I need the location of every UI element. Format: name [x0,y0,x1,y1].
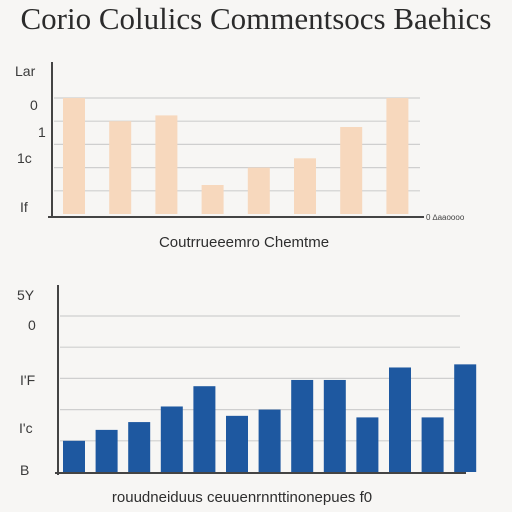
bottom-chart-bar-12 [421,417,444,472]
top-chart-caption: Coutrrueeemro Chemtme [159,234,329,251]
bottom-chart-bar-7 [258,409,281,472]
bottom-chart-bar-3 [128,422,151,472]
top-chart-bar-5 [247,167,270,214]
top-chart-x-end-label: 0 ∆aaoooo [426,213,465,222]
bottom-chart-bar-4 [160,406,183,472]
bottom-chart-bar-2 [95,429,118,472]
bottom-chart-bar-1 [63,440,85,472]
top-chart-gridlines [54,97,420,192]
top-chart-bar-4 [201,185,224,214]
bottom-chart-bar-8 [291,379,314,472]
bottom-chart-bars [63,364,477,472]
top-chart: Lar 0 1 1c If 0 ∆aaoooo Coutrrueeemro Ch… [15,62,465,251]
top-chart-bar-2 [109,121,132,214]
bottom-chart-tick-label: I'c [19,420,33,436]
top-chart-tick-label: 1 [38,124,46,140]
top-chart-tick-label: 1c [17,150,32,166]
top-chart-tick-label: If [20,199,28,215]
bottom-chart-bar-9 [323,379,346,472]
top-chart-tick-label: Lar [15,63,36,79]
top-chart-bar-1 [63,98,85,214]
bottom-chart-bar-10 [356,417,379,472]
bottom-chart-tick-label: B [20,462,29,478]
page-title: Corio Colulics Commentsocs Baehics [21,1,492,36]
top-chart-bar-6 [294,158,316,214]
top-chart-bar-3 [155,115,178,214]
top-chart-tick-label: 0 [30,97,38,113]
bottom-chart-tick-label: 0 [28,317,36,333]
bottom-chart-tick-label: I'F [20,372,35,388]
top-chart-bar-7 [340,127,363,214]
top-chart-bars [63,98,409,214]
top-chart-bar-8 [386,98,409,214]
bottom-chart-bar-13 [454,364,477,472]
bottom-chart: 5Y 0 I'F I'c B rouudneiduus ceuuenrnntti… [17,285,477,506]
bottom-chart-bar-6 [226,415,248,472]
bottom-chart-tick-label: 5Y [17,287,35,303]
bottom-chart-caption: rouudneiduus ceuuenrnnttinonepues f0 [112,489,372,506]
bottom-chart-bar-5 [193,386,216,472]
bottom-chart-bar-11 [389,367,411,472]
